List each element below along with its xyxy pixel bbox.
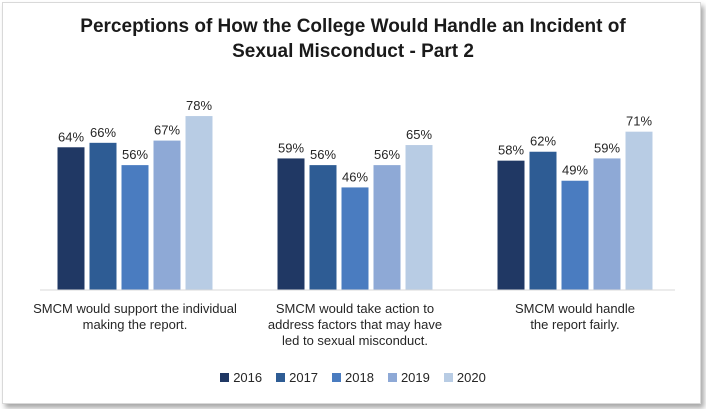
- legend-label-2019: 2019: [400, 370, 430, 385]
- bar-action-2016: [277, 158, 305, 290]
- data-label-action-2017: 56%: [310, 147, 336, 162]
- data-label-action-2020: 65%: [406, 127, 432, 142]
- data-label-fairly-2020: 71%: [626, 114, 652, 129]
- bar-fairly-2019: [593, 158, 621, 290]
- category-label-action-line-2: address factors that may have: [267, 317, 443, 332]
- legend-item-2019: 2019: [387, 370, 430, 385]
- data-label-fairly-2017: 62%: [530, 134, 556, 149]
- bar-fairly-2018: [561, 180, 589, 290]
- bar-support-2018: [121, 165, 149, 290]
- data-label-support-2016: 64%: [58, 129, 84, 144]
- category-label-support-line-1: SMCM would support the individual: [33, 301, 237, 316]
- legend-item-2016: 2016: [220, 370, 262, 385]
- bar-action-2019: [373, 165, 401, 290]
- data-label-fairly-2019: 59%: [594, 140, 620, 155]
- legend-label-2018: 2018: [345, 370, 374, 385]
- bar-fairly-2017: [529, 151, 557, 290]
- data-label-support-2018: 56%: [122, 147, 148, 162]
- category-label-action: SMCM would take action to address factor…: [240, 301, 470, 349]
- chart-title: Perceptions of How the College Would Han…: [0, 14, 706, 64]
- bar-fairly-2020: [625, 131, 653, 290]
- bar-support-2020: [185, 116, 213, 290]
- bar-fairly-2016: [497, 160, 525, 290]
- legend-swatch-2019: [387, 373, 397, 382]
- bars-layer: 64% 59% 58% 66% 56% 62% 56% 46% 49% 67% 56% 59% 78% 6…: [57, 98, 653, 290]
- bar-support-2017: [89, 142, 117, 290]
- bar-action-2018: [341, 187, 369, 290]
- data-label-action-2018: 46%: [342, 169, 368, 184]
- legend-label-2016: 2016: [233, 370, 263, 385]
- category-label-support: SMCM would support the individual making…: [20, 301, 250, 333]
- data-label-action-2019: 56%: [374, 147, 400, 162]
- bar-support-2016: [57, 147, 85, 290]
- category-label-fairly: SMCM would handle the report fairly.: [460, 301, 690, 333]
- legend-swatch-2017: [276, 373, 286, 382]
- chart-title-line-1: Perceptions of How the College Would Han…: [80, 16, 626, 37]
- legend-swatch-2016: [220, 373, 230, 382]
- legend-swatch-2020: [443, 373, 453, 382]
- bar-support-2019: [153, 140, 181, 290]
- bar-action-2020: [405, 145, 433, 290]
- data-label-fairly-2016: 58%: [498, 143, 524, 158]
- bar-action-2017: [309, 165, 337, 290]
- data-label-fairly-2018: 49%: [562, 163, 588, 178]
- legend-label-2020: 2020: [456, 370, 486, 385]
- category-label-fairly-line-2: the report fairly.: [530, 317, 620, 332]
- data-label-support-2020: 78%: [186, 98, 212, 113]
- data-label-action-2016: 59%: [278, 140, 304, 155]
- legend-label-2017: 2017: [289, 370, 319, 385]
- chart-title-line-2: Sexual Misconduct - Part 2: [232, 41, 474, 62]
- data-label-support-2017: 66%: [90, 125, 116, 140]
- category-label-action-line-3: led to sexual misconduct.: [282, 333, 428, 348]
- category-label-fairly-line-1: SMCM would handle: [515, 301, 635, 316]
- category-label-support-line-2: making the report.: [82, 317, 188, 332]
- legend-item-2017: 2017: [276, 370, 318, 385]
- legend-item-2020: 2020: [443, 370, 486, 385]
- legend-swatch-2018: [332, 373, 342, 382]
- category-label-action-line-1: SMCM would take action to: [275, 301, 435, 316]
- legend: 2016 2017 2018 2019 2020: [0, 370, 706, 385]
- data-label-support-2019: 67%: [154, 123, 180, 138]
- legend-item-2018: 2018: [332, 370, 374, 385]
